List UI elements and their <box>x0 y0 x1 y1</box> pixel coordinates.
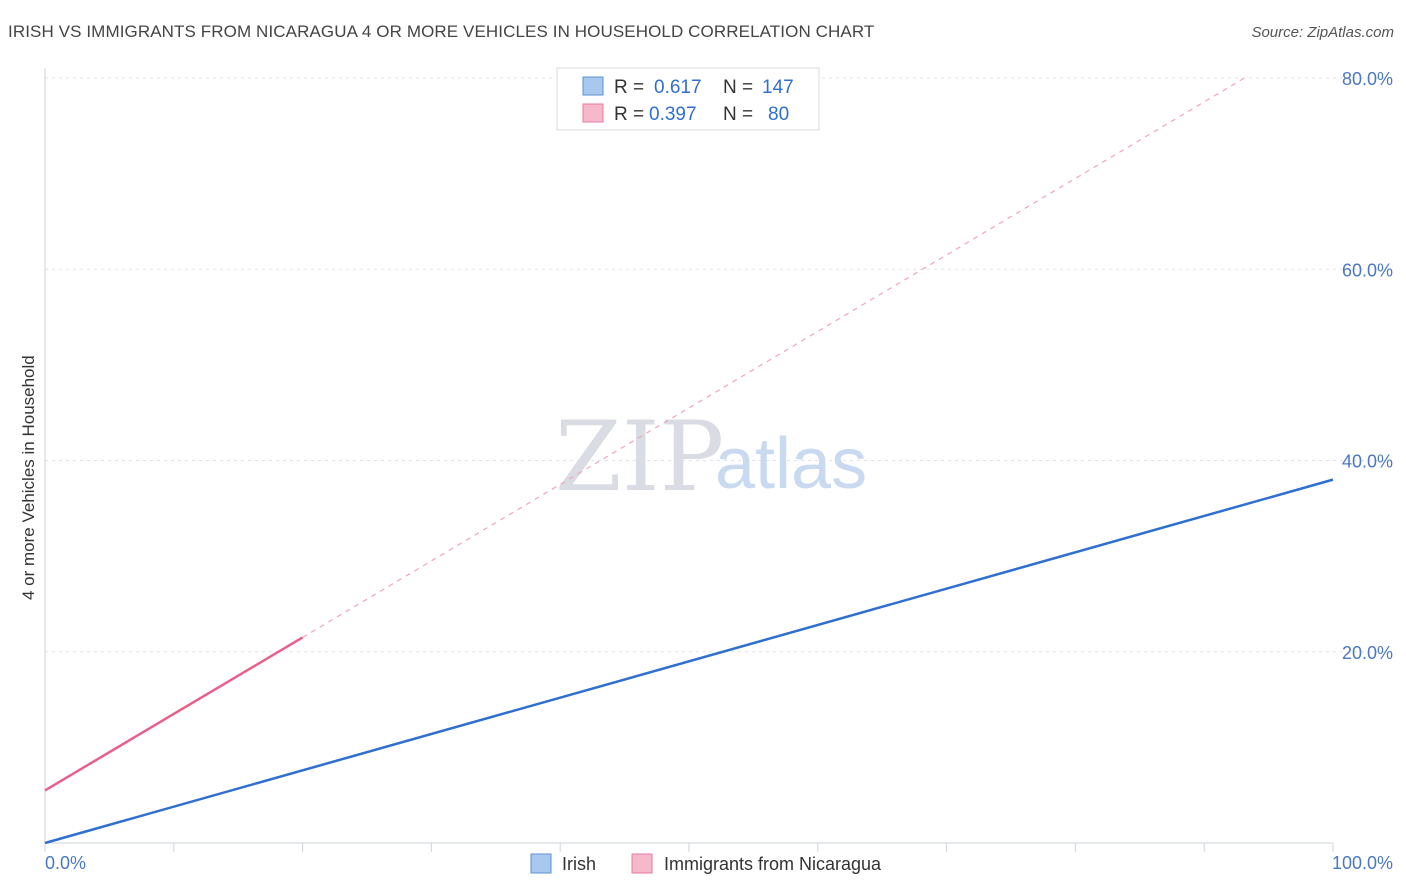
grid-lines <box>45 77 1393 653</box>
trend-line-irish <box>44 478 1334 845</box>
bottom-legend-irish: Irish <box>562 854 596 874</box>
watermark-atlas: atlas <box>715 424 867 504</box>
legend-n-label-irish: N = <box>723 77 753 98</box>
axes <box>44 68 1334 852</box>
legend-n-label-nicaragua: N = <box>723 104 753 125</box>
x-tick-label: 100.0% <box>1332 853 1393 873</box>
watermark-zip: ZIP <box>555 401 724 513</box>
bottom-legend: Irish Immigrants from Nicaragua <box>530 853 882 874</box>
legend-r-value-irish: 0.617 <box>654 77 702 98</box>
legend-r-label-nicaragua: R = <box>614 104 644 125</box>
y-tick-label: 80.0% <box>1342 69 1393 89</box>
legend-r-label-irish: R = <box>614 77 644 98</box>
trend-line-nicaragua <box>44 636 304 792</box>
legend-n-value-nicaragua: 80 <box>768 104 789 125</box>
chart-title: IRISH VS IMMIGRANTS FROM NICARAGUA 4 OR … <box>8 22 875 41</box>
legend: R = 0.617 N = 147 R = 0.397 N = 80 <box>556 67 820 131</box>
trend-lines <box>44 77 1334 845</box>
tick-labels: 20.0% 40.0% 60.0% 80.0% 0.0% 100.0% <box>45 69 1393 873</box>
x-tick-label: 0.0% <box>45 853 86 873</box>
bottom-legend-nicaragua: Immigrants from Nicaragua <box>664 854 882 874</box>
y-tick-label: 40.0% <box>1342 452 1393 472</box>
source-label: Source: ZipAtlas.com <box>1251 24 1394 41</box>
y-axis-label: 4 or more Vehicles in Household <box>19 355 38 600</box>
legend-swatch-nicaragua <box>582 103 604 123</box>
legend-swatch-irish <box>582 76 604 96</box>
bottom-legend-swatch-nicaragua <box>631 853 653 874</box>
bottom-legend-swatch-irish <box>530 853 552 874</box>
trend-extension-nicaragua <box>302 77 1245 638</box>
legend-n-value-irish: 147 <box>762 77 794 98</box>
legend-r-value-nicaragua: 0.397 <box>649 104 697 125</box>
y-tick-label: 20.0% <box>1342 643 1393 663</box>
watermark: ZIP atlas <box>555 401 867 513</box>
y-tick-label: 60.0% <box>1342 260 1393 280</box>
